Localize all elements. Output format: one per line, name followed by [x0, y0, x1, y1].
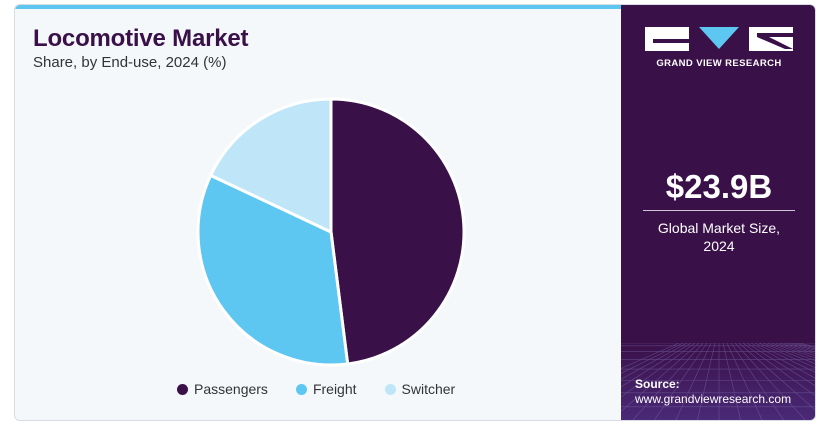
logo-block-right-icon	[749, 27, 793, 51]
legend-swatch-switcher	[384, 383, 396, 395]
market-size-label-line2: 2024	[703, 238, 735, 254]
legend-item-switcher: Switcher	[384, 381, 456, 397]
chart-legend: Passengers Freight Switcher	[177, 381, 455, 397]
brand-name: GRAND VIEW RESEARCH	[656, 58, 782, 69]
chart-subtitle: Share, by End-use, 2024 (%)	[33, 54, 227, 71]
market-size-value: $23.9B	[665, 168, 773, 205]
pie-slice-switcher	[209, 97, 333, 234]
brand-logo: GRAND VIEW RESEARCH	[645, 27, 793, 69]
market-size-label-line1: Global Market Size,	[657, 220, 781, 236]
pie-slice-passengers	[329, 97, 466, 366]
summary-panel: GRAND VIEW RESEARCH $23.9B Global Market…	[621, 5, 815, 420]
market-size-label: Global Market Size, 2024	[621, 219, 815, 255]
legend-swatch-passengers	[177, 383, 188, 395]
legend-label-passengers: Passengers	[194, 381, 268, 397]
legend-label-freight: Freight	[312, 381, 357, 397]
accent-strip	[15, 5, 621, 9]
source-note: Source: www.grandviewresearch.com	[635, 377, 791, 407]
infographic-card: Locomotive Market Share, by End-use, 202…	[14, 4, 816, 421]
grid-pattern	[621, 343, 815, 420]
legend-item-freight: Freight	[295, 381, 357, 397]
chart-title: Locomotive Market	[33, 25, 249, 52]
logo-block-left-icon	[645, 27, 689, 51]
logo-triangle-icon	[699, 27, 739, 49]
divider	[643, 210, 795, 211]
source-label: Source:	[635, 377, 680, 391]
legend-item-passengers: Passengers	[177, 381, 268, 397]
legend-label-switcher: Switcher	[401, 381, 456, 397]
source-url[interactable]: www.grandviewresearch.com	[635, 392, 792, 406]
pie-chart	[196, 97, 466, 367]
legend-swatch-freight	[295, 383, 307, 395]
logo-marks	[645, 27, 793, 51]
